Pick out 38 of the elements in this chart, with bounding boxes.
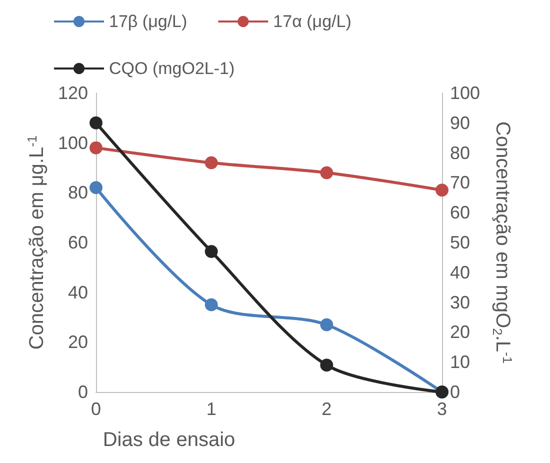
y-tick-label: 0 xyxy=(78,382,88,402)
point xyxy=(204,156,218,170)
point xyxy=(320,318,334,332)
y-tick-label: 20 xyxy=(68,332,88,352)
x-tick-label: 0 xyxy=(90,399,102,419)
y2-tick-label: 80 xyxy=(450,142,470,163)
y2-tick-label: 90 xyxy=(450,112,470,133)
legend-label: 17α (μg/L) xyxy=(273,12,352,31)
y2-axis-title: Concentração em mgO2.L-1 xyxy=(490,121,515,364)
y2-tick-label: 60 xyxy=(450,202,470,223)
point xyxy=(90,116,102,130)
y-tick-label: 60 xyxy=(68,232,88,252)
legend-label: 17β (μg/L) xyxy=(109,12,188,31)
y-tick-label: 40 xyxy=(68,282,88,302)
x-axis-title: Dias de ensaio xyxy=(102,429,236,451)
point xyxy=(204,298,218,312)
point xyxy=(90,181,102,194)
y2-tick-label: 50 xyxy=(450,232,470,252)
y-tick-label: 100 xyxy=(58,132,88,153)
y2-tick-label: 20 xyxy=(450,322,470,342)
x-tick-label: 2 xyxy=(322,399,332,419)
point xyxy=(320,358,334,372)
x-tick-label: 1 xyxy=(206,399,216,419)
x-tick-label: 3 xyxy=(436,399,448,419)
y-tick-label: 80 xyxy=(68,182,88,203)
y-tick-label: 120 xyxy=(58,83,88,103)
y2-tick-label: 100 xyxy=(450,83,480,103)
point xyxy=(90,141,102,154)
y2-tick-label: 70 xyxy=(450,172,470,193)
y2-tick-label: 40 xyxy=(450,262,470,282)
y2-tick-label: 0 xyxy=(450,382,460,402)
point xyxy=(204,244,218,258)
y-axis-title: Concentração em μg.L-1 xyxy=(24,135,48,350)
point xyxy=(436,184,448,197)
y2-tick-label: 30 xyxy=(450,292,470,312)
legend-label: CQO (mgO2L-1) xyxy=(109,59,235,78)
point xyxy=(320,166,334,180)
y2-tick-label: 10 xyxy=(450,352,470,372)
